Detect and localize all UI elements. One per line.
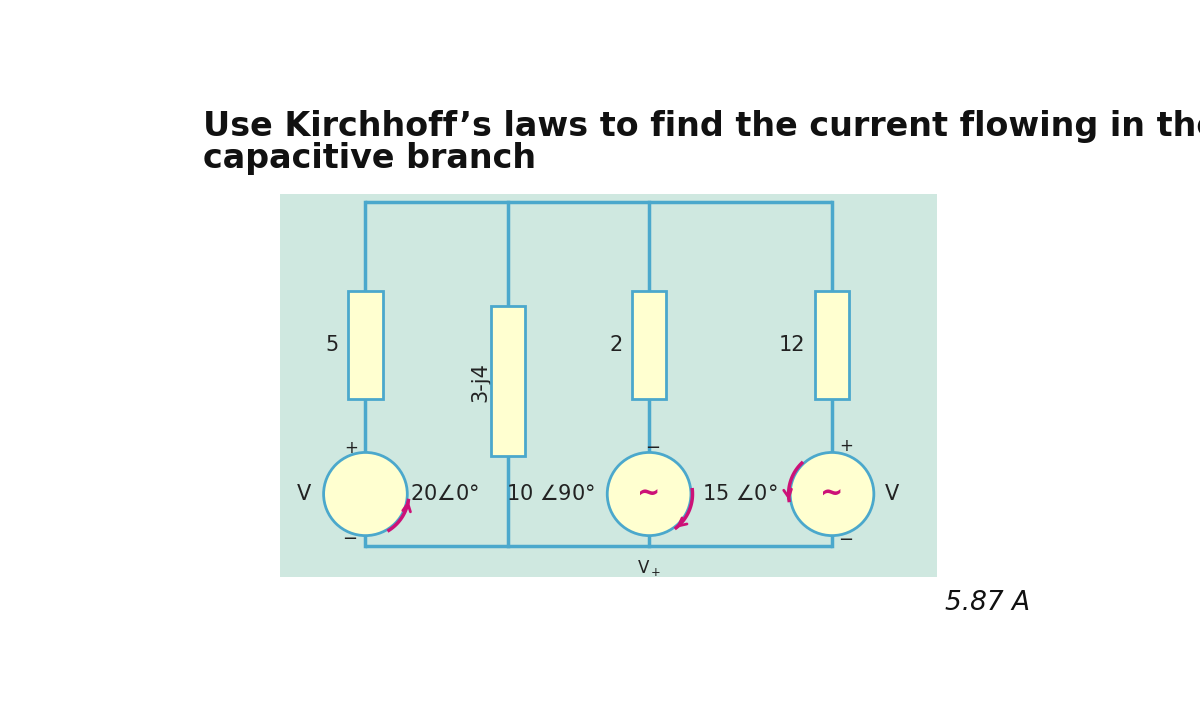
Text: 2: 2 bbox=[610, 334, 623, 354]
Text: Use Kirchhoff’s laws to find the current flowing in the: Use Kirchhoff’s laws to find the current… bbox=[203, 110, 1200, 142]
Text: ~: ~ bbox=[821, 480, 844, 508]
FancyBboxPatch shape bbox=[348, 291, 383, 399]
Text: −: − bbox=[342, 530, 358, 548]
Text: capacitive branch: capacitive branch bbox=[203, 142, 536, 175]
Text: +: + bbox=[839, 437, 853, 455]
Text: V: V bbox=[884, 484, 899, 504]
Circle shape bbox=[324, 453, 407, 536]
Text: +: + bbox=[344, 439, 358, 457]
Text: V: V bbox=[296, 484, 311, 504]
FancyBboxPatch shape bbox=[281, 194, 937, 577]
Text: 5: 5 bbox=[326, 334, 340, 354]
FancyBboxPatch shape bbox=[815, 291, 850, 399]
Text: 10 $\angle$90°: 10 $\angle$90° bbox=[506, 484, 595, 504]
Text: 15 $\angle$0°: 15 $\angle$0° bbox=[702, 484, 778, 504]
Text: 12: 12 bbox=[779, 334, 805, 354]
Circle shape bbox=[790, 453, 874, 536]
FancyBboxPatch shape bbox=[491, 306, 526, 456]
FancyBboxPatch shape bbox=[632, 291, 666, 399]
Text: −: − bbox=[646, 439, 660, 457]
Text: 3-j4: 3-j4 bbox=[470, 362, 490, 402]
Circle shape bbox=[607, 453, 691, 536]
Text: 20$\angle$0°: 20$\angle$0° bbox=[410, 484, 480, 504]
Text: V$_+$: V$_+$ bbox=[637, 558, 661, 578]
Text: ~: ~ bbox=[637, 480, 661, 508]
Text: 5.87 A: 5.87 A bbox=[944, 590, 1030, 616]
Text: −: − bbox=[839, 531, 853, 549]
